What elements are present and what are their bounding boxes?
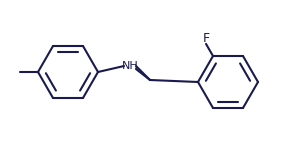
Text: NH: NH	[121, 61, 138, 71]
Text: F: F	[203, 32, 210, 45]
